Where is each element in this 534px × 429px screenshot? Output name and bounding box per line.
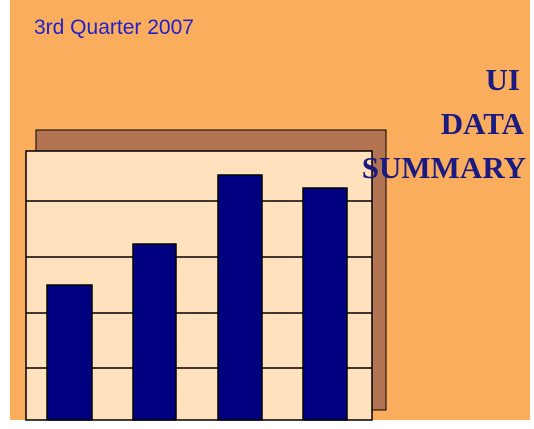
bar: [46, 284, 93, 421]
bar: [217, 174, 263, 421]
title-line: DATA: [441, 106, 525, 141]
bar: [132, 243, 177, 421]
bars: [46, 174, 348, 421]
subtitle: 3rd Quarter 2007: [34, 16, 194, 39]
bar: [302, 187, 348, 421]
title-line: UI: [486, 62, 520, 97]
title-line: SUMMARY: [362, 150, 526, 185]
